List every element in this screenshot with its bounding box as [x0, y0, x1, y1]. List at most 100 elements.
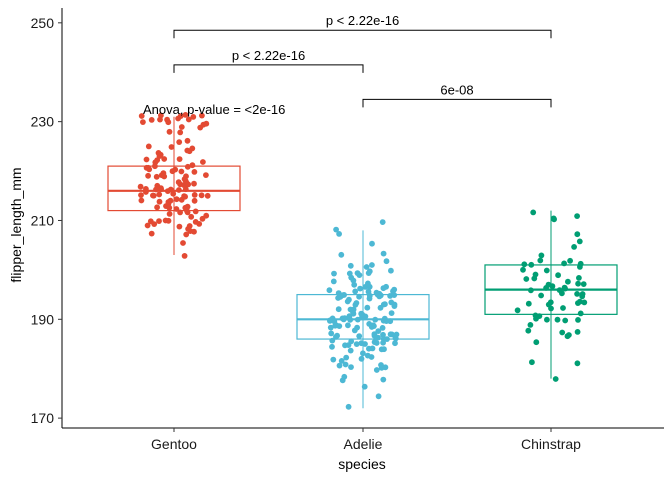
- data-point: [577, 260, 584, 267]
- data-point: [369, 240, 375, 247]
- data-point: [358, 310, 365, 317]
- data-point: [575, 317, 581, 323]
- data-point: [156, 198, 163, 205]
- data-point: [189, 162, 196, 169]
- data-point: [138, 197, 145, 204]
- data-point: [176, 139, 183, 146]
- data-point: [525, 327, 532, 334]
- data-point: [533, 339, 540, 346]
- data-point: [360, 350, 366, 357]
- data-point: [162, 217, 169, 224]
- data-point: [574, 360, 581, 367]
- data-point: [184, 163, 191, 170]
- data-point: [577, 298, 583, 305]
- data-point: [191, 180, 197, 187]
- data-point: [561, 284, 568, 291]
- data-point: [343, 354, 350, 361]
- data-point: [545, 281, 552, 288]
- data-point: [537, 257, 544, 264]
- data-point: [336, 231, 342, 237]
- data-point: [382, 301, 388, 308]
- data-point: [565, 278, 571, 285]
- data-point: [178, 124, 185, 130]
- data-point: [203, 172, 209, 179]
- data-point: [380, 250, 387, 257]
- data-point: [191, 197, 198, 204]
- data-point: [148, 230, 155, 237]
- data-point: [393, 331, 400, 338]
- data-point: [556, 287, 563, 293]
- data-point: [366, 321, 373, 327]
- data-point: [552, 376, 559, 382]
- data-point: [169, 168, 176, 175]
- comparison-bracket: [173, 29, 552, 39]
- data-point: [559, 329, 566, 336]
- data-point: [330, 356, 337, 363]
- data-point: [161, 156, 168, 162]
- data-point: [327, 324, 334, 331]
- data-point: [538, 292, 544, 299]
- data-point: [342, 361, 349, 368]
- data-point: [574, 291, 580, 297]
- data-point: [203, 212, 210, 219]
- data-point: [550, 215, 557, 222]
- data-point: [354, 324, 360, 331]
- data-point: [528, 287, 534, 294]
- data-point: [168, 144, 175, 150]
- data-point: [183, 173, 189, 180]
- comparison-bracket: [362, 98, 552, 108]
- data-point: [375, 393, 382, 400]
- data-point: [545, 301, 552, 308]
- data-point: [180, 240, 186, 246]
- data-point: [380, 317, 387, 324]
- data-point: [145, 143, 152, 150]
- data-point: [353, 341, 360, 347]
- data-point: [560, 305, 566, 311]
- data-point: [154, 204, 161, 211]
- data-point: [147, 218, 154, 225]
- data-point: [362, 313, 369, 320]
- data-point: [351, 281, 358, 288]
- data-point: [191, 192, 198, 198]
- data-point: [567, 257, 573, 264]
- data-point: [143, 189, 149, 195]
- data-point: [581, 299, 588, 306]
- data-point: [357, 285, 363, 292]
- data-point: [392, 340, 398, 347]
- data-point: [571, 244, 577, 250]
- data-point: [176, 187, 182, 193]
- data-point: [167, 197, 174, 204]
- data-point: [177, 129, 184, 136]
- data-point: [328, 330, 335, 337]
- data-point: [347, 347, 354, 354]
- data-point: [388, 267, 394, 274]
- data-point: [329, 337, 336, 344]
- data-point: [380, 331, 386, 338]
- data-point: [178, 168, 185, 175]
- comparison-label: p < 2.22e-16: [326, 13, 399, 28]
- data-point: [170, 190, 177, 197]
- data-point: [379, 325, 386, 331]
- data-point: [358, 355, 365, 362]
- data-point: [326, 287, 333, 294]
- data-point: [144, 222, 151, 229]
- global-test-label: Anova, p-value = <2e-16: [143, 102, 285, 117]
- comparison-label: 6e-08: [440, 82, 473, 97]
- data-point: [356, 293, 362, 300]
- data-point: [164, 188, 171, 195]
- data-point: [150, 192, 156, 199]
- x-tick-label: Adelie: [344, 436, 383, 452]
- data-point: [166, 211, 173, 217]
- data-point: [347, 306, 354, 313]
- data-point: [184, 147, 191, 154]
- data-point: [530, 209, 537, 216]
- data-point: [166, 128, 173, 135]
- data-point: [331, 270, 337, 277]
- data-point: [188, 213, 195, 220]
- data-point: [176, 156, 183, 163]
- comparison-bracket: [173, 64, 364, 73]
- data-point: [148, 117, 155, 123]
- data-point: [199, 112, 205, 119]
- data-point: [520, 266, 526, 273]
- data-point: [366, 345, 372, 352]
